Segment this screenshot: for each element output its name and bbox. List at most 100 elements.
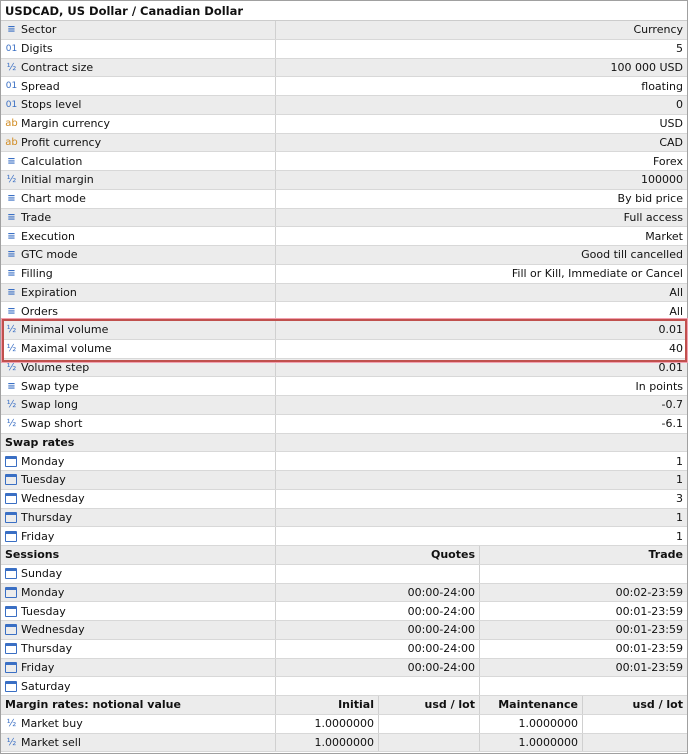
session-row[interactable]: Thursday 00:00-24:00 00:01-23:59: [1, 639, 687, 659]
property-row[interactable]: ≡ Trade Full access: [1, 208, 687, 228]
margin-rates-header[interactable]: Margin rates: notional value Initial usd /…: [1, 696, 687, 715]
day-label: Friday: [1, 527, 276, 545]
property-value: Forex: [276, 152, 687, 170]
calendar-icon: [5, 530, 17, 542]
fraction-icon: ½: [6, 418, 17, 430]
property-value: 5: [276, 40, 687, 58]
sessions-header[interactable]: Sessions Quotes Trade: [1, 546, 687, 565]
maintenance-value: 1.0000000: [480, 714, 583, 733]
session-row[interactable]: Sunday: [1, 564, 687, 584]
margin-row[interactable]: ½ Market buy 1.0000000 1.0000000: [1, 714, 687, 734]
property-row[interactable]: ½ Volume step 0.01: [1, 358, 687, 378]
initial-header-text: Initial: [338, 698, 374, 712]
property-row[interactable]: ab Margin currency USD: [1, 114, 687, 134]
quotes-session-text: 00:00-24:00: [407, 623, 475, 637]
property-row[interactable]: ≡ Swap type In points: [1, 377, 687, 396]
swap-rate-value-text: 3: [676, 492, 683, 506]
property-row[interactable]: ≡ Calculation Forex: [1, 152, 687, 171]
property-row[interactable]: ≡ Execution Market: [1, 227, 687, 246]
trade-session-text: 00:02-23:59: [615, 585, 683, 599]
property-label: 01 Spread: [1, 77, 276, 95]
property-row[interactable]: ½ Minimal volume 0.01: [1, 321, 687, 340]
fraction-icon: ½: [6, 61, 17, 73]
day-label: Wednesday: [1, 621, 276, 639]
fraction-icon: ½: [6, 343, 17, 355]
fraction-icon: ½: [6, 718, 17, 730]
maintenance-header: Maintenance: [480, 696, 583, 714]
property-label: ≡ Sector: [1, 21, 276, 39]
list-icon: ≡: [7, 286, 16, 298]
property-value-text: 100 000 USD: [610, 60, 684, 74]
day-label-text: Friday: [21, 660, 55, 674]
swap-rate-row[interactable]: Monday 1: [1, 452, 687, 471]
property-row[interactable]: ab Profit currency CAD: [1, 133, 687, 153]
property-row[interactable]: ≡ Expiration All: [1, 283, 687, 303]
calendar-icon: [5, 493, 17, 505]
property-label-text: Filling: [21, 267, 53, 281]
margin-label-text: Market buy: [21, 717, 83, 731]
property-value: 40: [276, 340, 687, 358]
property-row[interactable]: ≡ Sector Currency: [1, 21, 687, 40]
day-label: Thursday: [1, 639, 276, 658]
list-icon: ≡: [7, 249, 16, 261]
trade-session-text: 00:01-23:59: [615, 642, 683, 656]
property-row[interactable]: ½ Maximal volume 40: [1, 339, 687, 359]
session-row[interactable]: Wednesday 00:00-24:00 00:01-23:59: [1, 621, 687, 640]
swap-rates-header[interactable]: Swap rates: [1, 433, 687, 453]
swap-rate-row[interactable]: Friday 1: [1, 527, 687, 546]
property-row[interactable]: ½ Swap short -6.1: [1, 414, 687, 434]
day-label-text: Saturday: [21, 679, 71, 693]
session-row[interactable]: Saturday: [1, 677, 687, 696]
property-label: ½ Swap short: [1, 414, 276, 433]
property-row[interactable]: ≡ Filling Fill or Kill, Immediate or Cance…: [1, 264, 687, 284]
quotes-session: 00:00-24:00: [276, 583, 480, 602]
section-header-text: Sessions: [5, 548, 60, 562]
list-icon: ≡: [7, 211, 16, 223]
list-icon: ≡: [7, 230, 16, 242]
margin-row[interactable]: ½ Market sell 1.0000000 1.0000000: [1, 733, 687, 753]
day-label-text: Monday: [21, 454, 65, 468]
swap-rate-row[interactable]: Tuesday 1: [1, 471, 687, 490]
property-row[interactable]: ½ Swap long -0.7: [1, 396, 687, 415]
property-row[interactable]: 01 Stops level 0: [1, 96, 687, 115]
session-row[interactable]: Friday 00:00-24:00 00:01-23:59: [1, 658, 687, 678]
property-value: 0: [276, 96, 687, 114]
fraction-icon: ½: [6, 174, 17, 186]
property-label-text: Swap long: [21, 398, 78, 412]
session-row[interactable]: Monday 00:00-24:00 00:02-23:59: [1, 583, 687, 603]
property-label: ab Margin currency: [1, 114, 276, 133]
property-label: ≡ Execution: [1, 227, 276, 245]
property-label-text: Sector: [21, 23, 57, 37]
property-label: ½ Minimal volume: [1, 321, 276, 339]
trade-session: [480, 565, 687, 583]
property-row[interactable]: ½ Initial margin 100000: [1, 171, 687, 190]
property-label: ½ Swap long: [1, 396, 276, 414]
property-label: ≡ Expiration: [1, 283, 276, 302]
day-label-text: Friday: [21, 529, 55, 543]
property-value: Full access: [276, 209, 687, 227]
swap-rate-row[interactable]: Wednesday 3: [1, 489, 687, 509]
property-row[interactable]: ½ Contract size 100 000 USD: [1, 58, 687, 78]
property-row[interactable]: ≡ Chart mode By bid price: [1, 189, 687, 209]
property-row[interactable]: ≡ Orders All: [1, 302, 687, 321]
property-label: ≡ Swap type: [1, 377, 276, 395]
property-value: By bid price: [276, 190, 687, 208]
day-label: Tuesday: [1, 602, 276, 620]
list-icon: ≡: [7, 24, 16, 36]
trade-header-text: Trade: [648, 548, 683, 562]
property-row[interactable]: 01 Digits 5: [1, 39, 687, 59]
property-row[interactable]: 01 Spread floating: [1, 77, 687, 96]
property-label: ≡ GTC mode: [1, 246, 276, 264]
property-row[interactable]: ≡ GTC mode Good till cancelled: [1, 246, 687, 265]
text-icon: ab: [5, 118, 18, 130]
day-label-text: Wednesday: [21, 623, 85, 637]
session-row[interactable]: Tuesday 00:00-24:00 00:01-23:59: [1, 602, 687, 621]
margin-label-text: Market sell: [21, 735, 81, 749]
property-value: Fill or Kill, Immediate or Cancel: [276, 265, 687, 283]
swap-rate-row[interactable]: Thursday 1: [1, 508, 687, 528]
property-label: ½ Contract size: [1, 58, 276, 77]
property-value-text: 0.01: [658, 360, 684, 374]
quotes-session-text: 00:00-24:00: [407, 604, 475, 618]
day-label: Tuesday: [1, 471, 276, 489]
